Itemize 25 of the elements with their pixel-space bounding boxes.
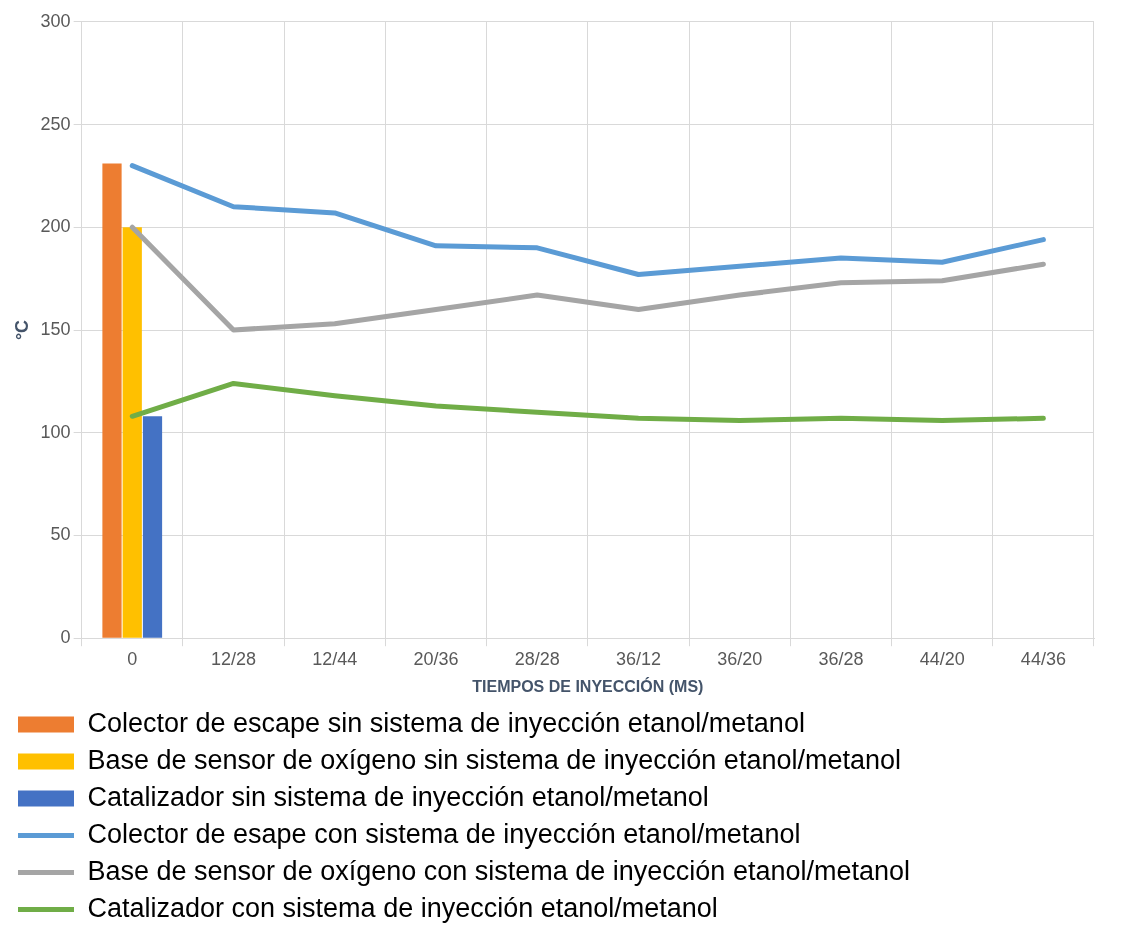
legend-label: Catalizador con sistema de inyección etanol/metanol [87, 892, 718, 923]
legend-label: Base de sensor de oxígeno con sistema de inyección etanol/metanol [87, 855, 911, 886]
x-tick-label: 12/44 [312, 648, 358, 669]
y-tick-label: 250 [40, 113, 71, 134]
legend-label: Colector de escape sin sistema de inyección etanol/metanol [87, 707, 805, 738]
x-tick-label: 36/12 [615, 648, 661, 669]
x-tick-label: 36/20 [717, 648, 763, 669]
legend-label: Colector de esape con sistema de inyección etanol/metanol [87, 818, 801, 849]
y-tick-label: 50 [50, 524, 71, 545]
x-axis-title: TIEMPOS DE INYECCIÓN (MS) [472, 676, 704, 695]
y-axis-title: °C [11, 319, 32, 341]
y-tick-label: 0 [60, 627, 71, 648]
y-tick-label: 100 [40, 421, 71, 442]
y-tick-label: 150 [40, 318, 71, 339]
legend-label: Catalizador sin sistema de inyección etanol/metanol [87, 781, 709, 812]
x-tick-label: 44/36 [1020, 648, 1066, 669]
x-tick-label: 36/28 [818, 648, 864, 669]
legend-label: Base de sensor de oxígeno sin sistema de inyección etanol/metanol [87, 744, 901, 775]
y-tick-label: 200 [40, 216, 71, 237]
x-tick-label: 44/20 [919, 648, 965, 669]
y-tick-label: 300 [40, 10, 71, 31]
x-tick-label: 12/28 [210, 648, 257, 669]
x-tick-label: 0 [127, 648, 138, 669]
x-tick-label: 20/36 [413, 648, 459, 669]
x-tick-label: 28/28 [514, 648, 560, 669]
